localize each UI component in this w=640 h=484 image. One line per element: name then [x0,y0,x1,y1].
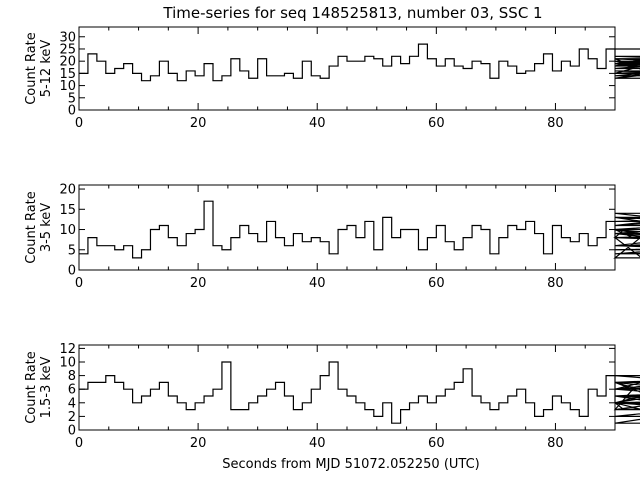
x-tick-label: 40 [309,436,326,451]
y-tick-label: 10 [59,356,76,371]
y-tick-label: 5 [68,91,76,106]
y-tick-label: 8 [68,369,76,384]
y-tick-label: 0 [68,264,76,279]
y-tick-label: 25 [59,42,76,57]
x-tick-label: 0 [75,276,83,291]
y-axis-title: Count Rate1.5-3 keV [24,351,54,424]
y-tick-label: 2 [68,410,76,425]
y-axis-title-line: Count Rate [24,191,39,264]
x-tick-label: 80 [547,276,564,291]
y-tick-label: 20 [59,55,76,70]
y-axis-title-line: 1.5-3 keV [39,357,54,419]
y-tick-label: 15 [59,67,76,82]
y-tick-label: 10 [59,223,76,238]
y-tick-label: 5 [68,243,76,258]
panel-2: 0 20 40 60 80 0 5 10 15 20 Count Rate3-5 keV [24,183,640,291]
x-tick-label: 20 [190,436,207,451]
x-tick-label: 0 [75,116,83,131]
x-axis-title: Seconds from MJD 51072.052250 (UTC) [222,457,480,472]
chart-title: Time-series for seq 148525813, number 03… [162,4,542,22]
x-tick-label: 40 [309,116,326,131]
y-axis-title-line: 5-12 keV [39,40,54,98]
y-axis-title: Count Rate5-12 keV [24,32,54,105]
x-tick-label: 0 [75,436,83,451]
y-tick-label: 6 [68,383,76,398]
y-tick-label: 10 [59,79,76,94]
series-line [79,200,640,259]
x-tick-label: 80 [547,436,564,451]
y-tick-label: 30 [59,30,76,45]
y-tick-label: 0 [68,424,76,439]
x-tick-label: 60 [428,436,445,451]
series-line [79,43,640,82]
x-tick-label: 20 [190,116,207,131]
y-tick-label: 0 [68,104,76,119]
y-tick-label: 20 [59,183,76,198]
y-tick-label: 4 [68,396,76,411]
y-axis-title-line: Count Rate [24,351,39,424]
x-tick-label: 60 [428,116,445,131]
x-tick-label: 20 [190,276,207,291]
x-tick-label: 40 [309,276,326,291]
y-tick-label: 12 [59,342,76,357]
y-axis-title-line: 3-5 keV [39,203,54,252]
y-tick-label: 15 [59,203,76,218]
x-tick-label: 80 [547,116,564,131]
y-axis-title: Count Rate3-5 keV [24,191,54,264]
x-tick-label: 60 [428,276,445,291]
series-line [79,361,640,424]
y-axis-title-line: Count Rate [24,32,39,105]
